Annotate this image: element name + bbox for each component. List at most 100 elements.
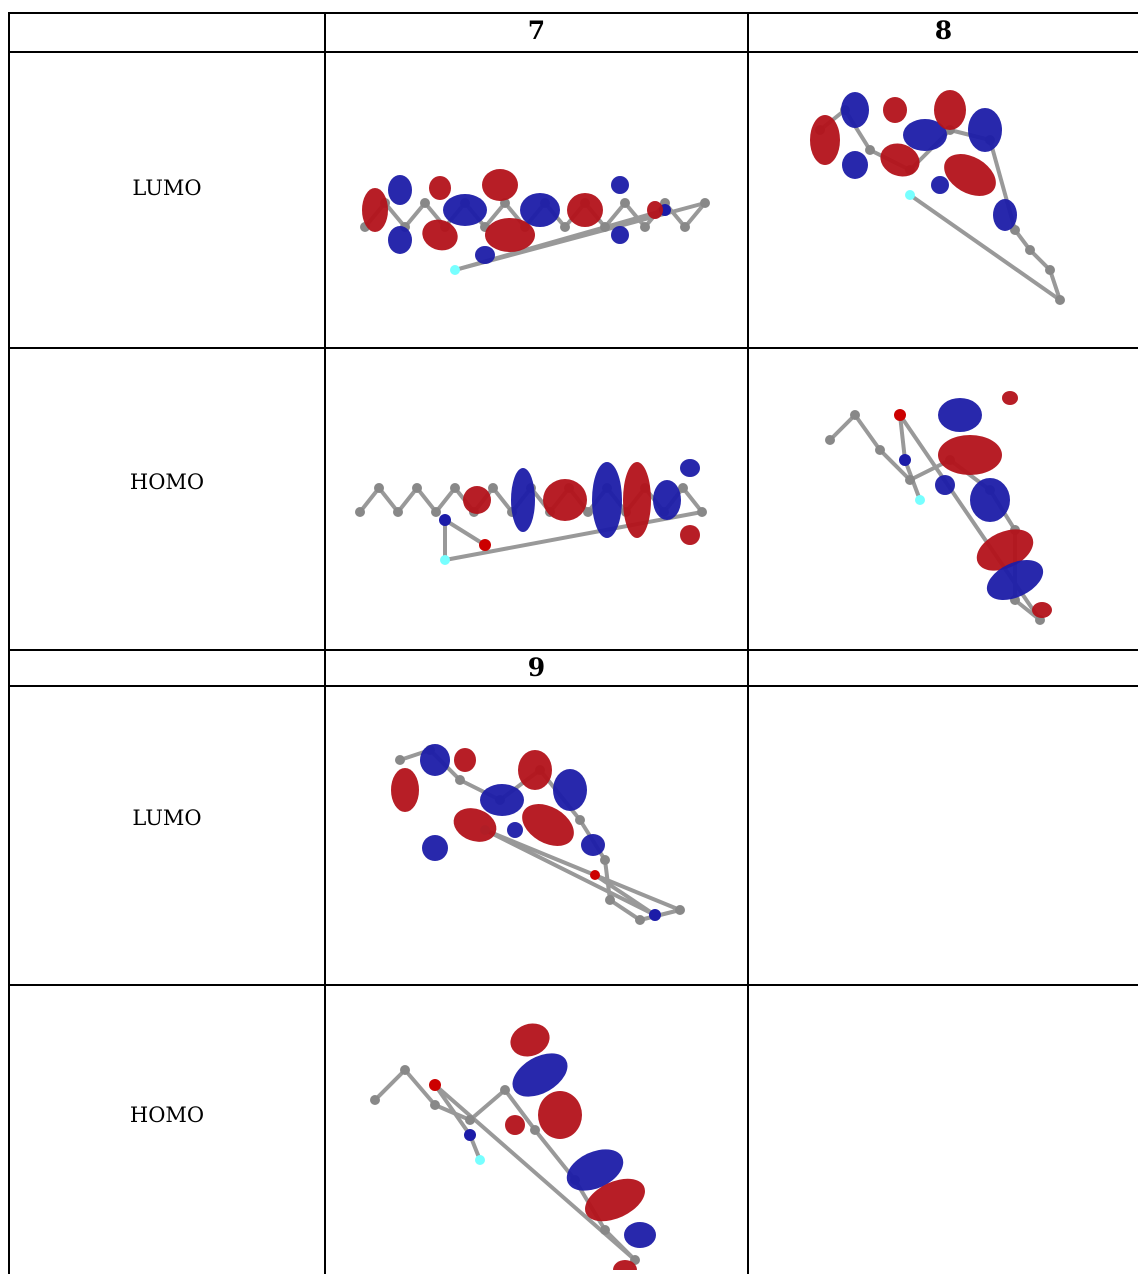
bond (1048, 269, 1062, 301)
bond (396, 486, 419, 514)
bond (484, 828, 681, 912)
atom (865, 145, 875, 155)
orbital-lobe (475, 246, 495, 264)
bond (593, 873, 657, 917)
orbital-lobe (934, 90, 966, 130)
rule (324, 12, 326, 1274)
orbital-lobe (624, 1222, 656, 1248)
bond (623, 201, 647, 229)
orbital-lobe (611, 226, 629, 244)
bond (415, 486, 438, 514)
orbital-lobe (592, 462, 622, 538)
orbital-lobe (810, 115, 840, 165)
orbital-lobe (443, 194, 487, 226)
orbital-lobe (931, 176, 949, 194)
orbital-lobe (842, 151, 868, 179)
atom (430, 1100, 440, 1110)
atom (875, 445, 885, 455)
atom (583, 507, 593, 517)
bond (358, 486, 381, 514)
orbital-lobe (1032, 602, 1052, 618)
bond (468, 1088, 507, 1122)
compound-label: 9 (527, 653, 546, 682)
atom (905, 190, 915, 200)
orbital-image (370, 1023, 656, 1270)
atom (450, 265, 460, 275)
orbital-lobe (422, 219, 458, 251)
atom (420, 198, 430, 208)
orbital-lobe (680, 459, 700, 477)
orbital-lobe (520, 193, 560, 227)
orbital-lobe (480, 784, 524, 816)
bond (908, 193, 1062, 302)
rule (747, 12, 749, 1274)
atom (700, 198, 710, 208)
atom (894, 409, 906, 421)
orbital-lobe (538, 1091, 582, 1139)
atom (640, 222, 650, 232)
atom (620, 198, 630, 208)
orbital-lobe (1002, 391, 1018, 405)
bond (608, 898, 642, 922)
orbital-label: HOMO (129, 470, 205, 494)
orbital-lobe (944, 154, 996, 196)
atom (465, 1115, 475, 1125)
orbital-lobe (507, 822, 523, 838)
atom (899, 454, 911, 466)
orbital-lobe (422, 835, 448, 861)
bond (443, 518, 487, 547)
orbital-lobe (647, 201, 663, 219)
bond (878, 448, 912, 482)
bond (403, 1068, 437, 1107)
orbital-label: HOMO (129, 1103, 205, 1127)
orbital-image (355, 459, 707, 565)
orbital-lobe (653, 480, 681, 520)
orbital-lobe (968, 108, 1002, 152)
orbital-lobe (567, 193, 603, 227)
orbital-lobe (903, 119, 947, 151)
orbital-lobe (362, 188, 388, 232)
orbital-lobe (566, 1149, 624, 1191)
compound-label: 7 (527, 16, 546, 45)
atom (1025, 245, 1035, 255)
bond (828, 413, 857, 442)
bond (403, 201, 427, 229)
orbital-lobe (388, 175, 412, 205)
atom (431, 507, 441, 517)
orbital-image (360, 169, 710, 275)
atom (649, 909, 661, 921)
orbital-lobe (512, 1053, 568, 1097)
bond (681, 486, 704, 514)
atom (600, 855, 610, 865)
orbital-lobe (613, 1260, 637, 1270)
atom (370, 1095, 380, 1105)
orbital-lobe (388, 226, 412, 254)
orbital-lobe (581, 834, 605, 856)
atom (530, 1125, 540, 1135)
orbital-lobe (970, 478, 1010, 522)
atom (395, 755, 405, 765)
bond (373, 1068, 407, 1102)
atom (440, 555, 450, 565)
atom (678, 483, 688, 493)
orbital-lobe (522, 804, 574, 846)
atom (479, 539, 491, 551)
bond (898, 414, 907, 461)
orbital-lobe (585, 1178, 645, 1222)
orbital-lobe (429, 176, 451, 200)
atom (355, 507, 365, 517)
orbital-image (391, 744, 685, 925)
atom (1010, 225, 1020, 235)
bond (383, 201, 407, 229)
orbital-lobe (485, 218, 535, 252)
bond (683, 201, 707, 229)
atom (455, 775, 465, 785)
atom (825, 435, 835, 445)
atom (475, 1155, 485, 1165)
orbital-lobe (511, 468, 535, 532)
orbital-lobe (935, 475, 955, 495)
atom (450, 483, 460, 493)
bond (434, 486, 457, 514)
atom (412, 483, 422, 493)
